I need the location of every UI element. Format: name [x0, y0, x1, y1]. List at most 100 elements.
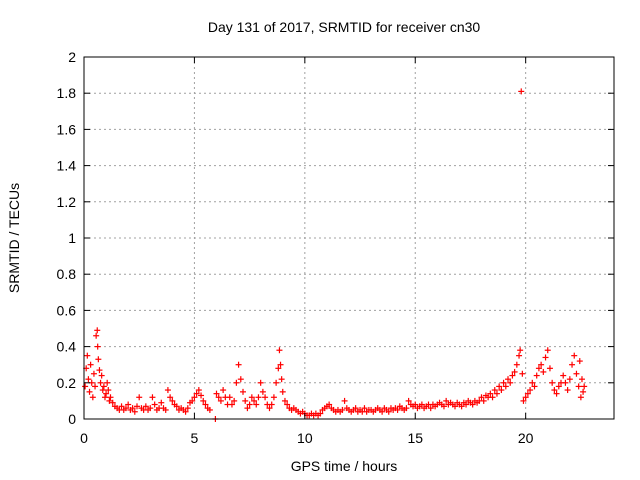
data-point-62 — [191, 394, 198, 401]
x-tick-label-1: 5 — [191, 430, 199, 446]
data-point-194 — [480, 397, 487, 404]
data-point-34 — [129, 405, 136, 412]
data-point-177 — [443, 397, 450, 404]
data-point-198 — [489, 394, 496, 401]
data-point-73 — [217, 397, 224, 404]
data-point-77 — [226, 394, 233, 401]
data-point-2 — [84, 352, 91, 359]
axes: 00.20.40.60.811.21.41.61.820 5 10 15 20 — [57, 49, 615, 446]
y-axis-label: SRMTID / TECUs — [6, 183, 22, 293]
data-point-23 — [106, 397, 113, 404]
data-point-22 — [105, 387, 112, 394]
data-point-101 — [277, 361, 284, 368]
data-point-136 — [352, 405, 359, 412]
data-point-237 — [571, 352, 578, 359]
data-point-202 — [498, 387, 505, 394]
data-point-244 — [581, 383, 588, 390]
data-point-85 — [244, 405, 251, 412]
data-point-103 — [279, 388, 286, 395]
data-point-163 — [412, 401, 419, 408]
data-point-61 — [189, 397, 196, 404]
data-point-124 — [326, 401, 333, 408]
data-point-67 — [202, 401, 209, 408]
data-point-66 — [200, 397, 207, 404]
data-point-3 — [85, 376, 92, 383]
data-point-241 — [577, 394, 584, 401]
data-point-148 — [379, 408, 386, 415]
data-point-83 — [240, 388, 246, 395]
data-point-242 — [578, 376, 585, 383]
data-point-238 — [573, 370, 580, 377]
data-point-200 — [493, 390, 500, 397]
data-point-84 — [242, 397, 249, 404]
data-point-212 — [518, 88, 525, 95]
data-point-9 — [92, 383, 99, 390]
data-point-74 — [220, 387, 227, 394]
data-point-24 — [107, 394, 114, 401]
data-point-98 — [273, 379, 280, 386]
data-point-230 — [555, 383, 562, 390]
x-tick-label-4: 20 — [518, 430, 534, 446]
data-point-43 — [149, 394, 156, 401]
data-point-229 — [553, 390, 560, 397]
data-point-13 — [95, 356, 102, 363]
data-point-51 — [167, 394, 174, 401]
data-point-181 — [452, 403, 458, 410]
data-point-37 — [136, 394, 143, 401]
data-point-40 — [142, 403, 149, 410]
data-point-59 — [184, 405, 191, 412]
data-point-207 — [509, 372, 516, 379]
data-point-88 — [251, 397, 258, 404]
data-point-71 — [213, 390, 220, 397]
data-point-54 — [173, 403, 180, 410]
data-point-227 — [549, 379, 556, 386]
data-point-12 — [94, 343, 101, 350]
y-tick-label-0: 0 — [68, 411, 76, 427]
data-point-4 — [86, 388, 93, 395]
data-point-42 — [147, 405, 154, 412]
data-point-166 — [418, 401, 425, 408]
data-point-80 — [233, 379, 240, 386]
data-point-49 — [162, 406, 169, 413]
data-point-64 — [195, 387, 202, 394]
data-point-220 — [533, 372, 540, 379]
data-point-47 — [158, 399, 165, 406]
data-point-240 — [576, 358, 583, 365]
data-point-36 — [134, 403, 140, 410]
data-point-15 — [97, 379, 104, 386]
data-point-131 — [341, 397, 348, 404]
data-point-215 — [522, 394, 529, 401]
data-point-8 — [90, 370, 97, 377]
data-point-93 — [262, 394, 269, 401]
data-point-50 — [164, 387, 171, 394]
data-point-97 — [270, 394, 277, 401]
data-points — [82, 88, 588, 422]
y-tick-label-1: 0.2 — [57, 375, 77, 391]
data-point-89 — [253, 401, 260, 408]
data-point-205 — [505, 376, 511, 383]
data-point-204 — [502, 383, 509, 390]
data-point-102 — [278, 376, 285, 383]
data-point-81 — [235, 361, 242, 368]
data-point-52 — [169, 397, 176, 404]
y-tick-label-2: 0.4 — [57, 339, 77, 355]
data-point-199 — [491, 387, 498, 394]
data-point-92 — [259, 388, 266, 395]
data-point-203 — [500, 379, 507, 386]
y-tick-label-6: 1.2 — [57, 194, 77, 210]
data-point-17 — [99, 387, 106, 394]
data-point-78 — [228, 401, 235, 408]
data-point-210 — [516, 352, 523, 359]
data-point-25 — [109, 399, 116, 406]
y-tick-label-7: 1.4 — [57, 158, 77, 174]
y-tick-label-3: 0.6 — [57, 302, 77, 318]
data-point-217 — [527, 387, 534, 394]
data-point-120 — [317, 410, 324, 417]
data-point-79 — [231, 397, 238, 404]
data-point-233 — [562, 379, 569, 386]
data-point-0 — [82, 383, 89, 390]
data-point-82 — [237, 376, 244, 383]
data-point-232 — [560, 372, 567, 379]
x-axis-label: GPS time / hours — [291, 458, 398, 474]
